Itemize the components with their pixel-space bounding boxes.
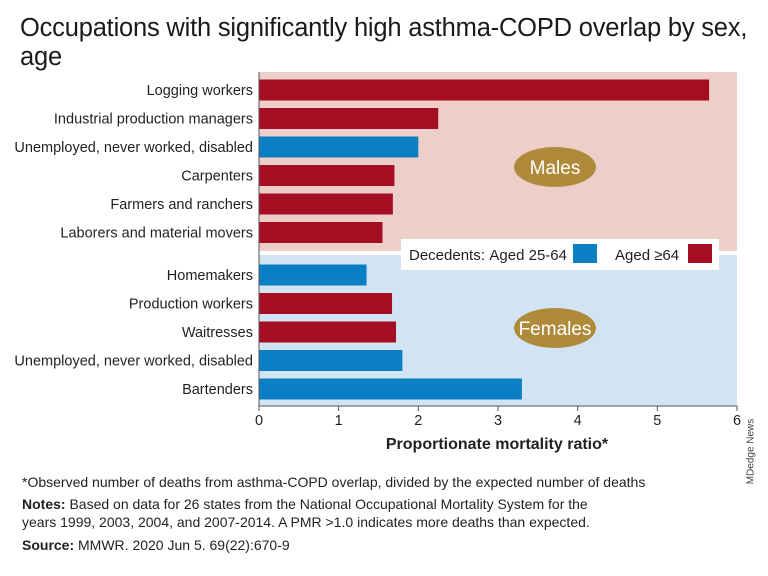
- category-label: Homemakers: [167, 268, 253, 284]
- x-tick-label: 3: [494, 413, 502, 429]
- category-label: Unemployed, never worked, disabled: [14, 354, 253, 370]
- chart-title: Occupations with significantly high asth…: [20, 14, 748, 71]
- x-tick-label: 1: [335, 413, 343, 429]
- category-label: Waitresses: [182, 325, 253, 341]
- x-tick-label: 0: [255, 413, 263, 429]
- category-label: Bartenders: [182, 382, 253, 398]
- x-tick-label: 5: [653, 413, 661, 429]
- legend-label-aged-25-64: Aged 25-64: [489, 247, 567, 264]
- legend-swatch-aged-64-plus: [688, 244, 712, 263]
- bar-males-2: [259, 136, 419, 158]
- category-label: Industrial production managers: [54, 112, 253, 128]
- bar-females-1: [259, 293, 393, 314]
- legend-label-aged-64-plus: Aged ≥64: [615, 247, 679, 264]
- x-tick-label: 4: [574, 413, 582, 429]
- notes-line1: Based on data for 26 states from the Nat…: [65, 496, 588, 512]
- bar-males-5: [259, 222, 383, 243]
- credit-text: MDedge News: [745, 418, 757, 485]
- bar-females-2: [259, 321, 397, 343]
- footnote-notes-cont: years 1999, 2003, 2004, and 2007-2014. A…: [22, 514, 590, 530]
- credit-wrapper: MDedge News: [741, 406, 757, 506]
- bar-females-4: [259, 378, 522, 400]
- x-axis-title: Proportionate mortality ratio*: [386, 436, 609, 453]
- notes-label: Notes:: [22, 496, 66, 512]
- bar-males-3: [259, 165, 395, 186]
- footnote-source: Source: MMWR. 2020 Jun 5. 69(22):670-9: [22, 536, 290, 554]
- source-label: Source:: [22, 537, 75, 553]
- footnote-notes: Notes: Based on data for 26 states from …: [22, 495, 588, 513]
- group-label: Males: [530, 158, 581, 179]
- category-label: Unemployed, never worked, disabled: [14, 140, 253, 156]
- bar-males-4: [259, 193, 393, 215]
- x-tick-label: 6: [733, 413, 741, 429]
- footnote-asterisk: *Observed number of deaths from asthma-C…: [22, 474, 646, 490]
- category-label: Carpenters: [181, 169, 253, 185]
- group-pill-males: [514, 147, 596, 187]
- legend-title: Decedents:: [409, 247, 485, 264]
- bar-chart: Logging workers Industrial production man…: [14, 72, 741, 453]
- x-tick-label: 2: [414, 413, 422, 429]
- category-label: Laborers and material movers: [60, 226, 253, 242]
- bar-females-0: [259, 264, 367, 286]
- source-text: MMWR. 2020 Jun 5. 69(22):670-9: [74, 537, 290, 553]
- bar-males-1: [259, 108, 439, 129]
- legend-box: [401, 239, 719, 270]
- category-label: Farmers and ranchers: [110, 197, 253, 213]
- category-label: Production workers: [129, 297, 253, 313]
- group-pill-females: [514, 308, 596, 348]
- legend-swatch-aged-25-64: [573, 244, 597, 263]
- group-label: Females: [519, 319, 592, 340]
- category-label: Logging workers: [147, 83, 253, 99]
- bar-females-3: [259, 350, 403, 371]
- bar-males-0: [259, 79, 710, 101]
